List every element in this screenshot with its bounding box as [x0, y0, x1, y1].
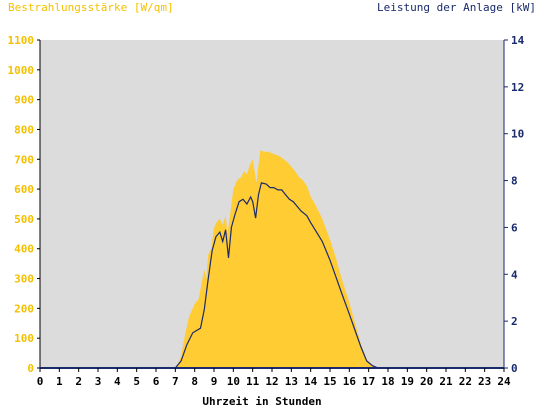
irradiance-area: [40, 150, 504, 368]
x-tick-label: 16: [343, 375, 357, 388]
x-tick-label: 0: [37, 375, 44, 388]
x-tick-label: 15: [323, 375, 336, 388]
x-tick-label: 8: [191, 375, 198, 388]
x-tick-label: 6: [153, 375, 160, 388]
right-tick-label: 4: [511, 268, 518, 281]
left-tick-label: 400: [14, 243, 34, 256]
left-tick-label: 800: [14, 123, 34, 136]
x-tick-label: 19: [401, 375, 414, 388]
x-tick-label: 3: [95, 375, 102, 388]
x-tick-label: 1: [56, 375, 63, 388]
x-tick-label: 21: [439, 375, 453, 388]
x-tick-label: 22: [459, 375, 472, 388]
x-tick-label: 2: [75, 375, 82, 388]
x-tick-label: 4: [114, 375, 121, 388]
x-tick-label: 11: [246, 375, 260, 388]
right-tick-label: 2: [511, 315, 518, 328]
x-tick-label: 9: [211, 375, 218, 388]
right-tick-label: 14: [511, 34, 525, 47]
x-tick-label: 18: [381, 375, 394, 388]
x-tick-label: 10: [227, 375, 240, 388]
left-tick-label: 500: [14, 213, 34, 226]
left-tick-label: 700: [14, 153, 34, 166]
right-axis-title: Leistung der Anlage [kW]: [377, 1, 536, 14]
x-tick-label: 17: [362, 375, 375, 388]
left-tick-label: 1000: [8, 64, 35, 77]
x-tick-label: 7: [172, 375, 179, 388]
right-tick-label: 8: [511, 175, 518, 188]
left-tick-label: 600: [14, 183, 34, 196]
right-tick-label: 10: [511, 128, 524, 141]
right-tick-label: 12: [511, 81, 524, 94]
right-tick-label: 6: [511, 221, 518, 234]
x-tick-label: 20: [420, 375, 433, 388]
x-tick-label: 24: [497, 375, 511, 388]
right-tick-label: 0: [511, 362, 518, 375]
left-tick-label: 900: [14, 94, 34, 107]
x-tick-label: 5: [133, 375, 140, 388]
left-tick-label: 200: [14, 302, 34, 315]
x-axis-title: Uhrzeit in Stunden: [202, 395, 321, 408]
x-tick-label: 23: [478, 375, 491, 388]
left-tick-label: 100: [14, 332, 34, 345]
left-tick-label: 0: [27, 362, 34, 375]
x-tick-label: 12: [265, 375, 278, 388]
left-tick-label: 300: [14, 273, 34, 286]
left-tick-label: 1100: [8, 34, 35, 47]
x-tick-label: 14: [304, 375, 318, 388]
power-line: [40, 182, 504, 369]
left-axis-title: Bestrahlungsstärke [W/qm]: [8, 1, 174, 14]
x-tick-label: 13: [285, 375, 298, 388]
